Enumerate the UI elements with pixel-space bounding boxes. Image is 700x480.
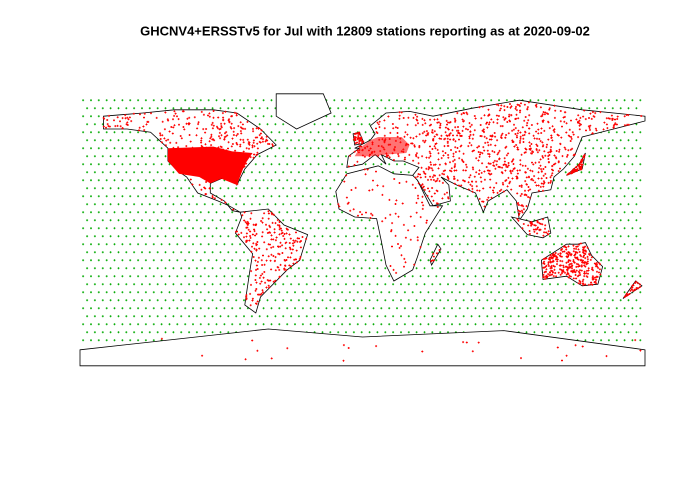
land-stations	[102, 101, 643, 362]
continent-outline	[79, 328, 646, 367]
continent-outline	[275, 93, 332, 130]
map-title: GHCNV4+ERSSTv5 for Jul with 12809 statio…	[140, 23, 590, 38]
continent-outline	[335, 165, 444, 282]
land-station-markers	[102, 101, 643, 362]
